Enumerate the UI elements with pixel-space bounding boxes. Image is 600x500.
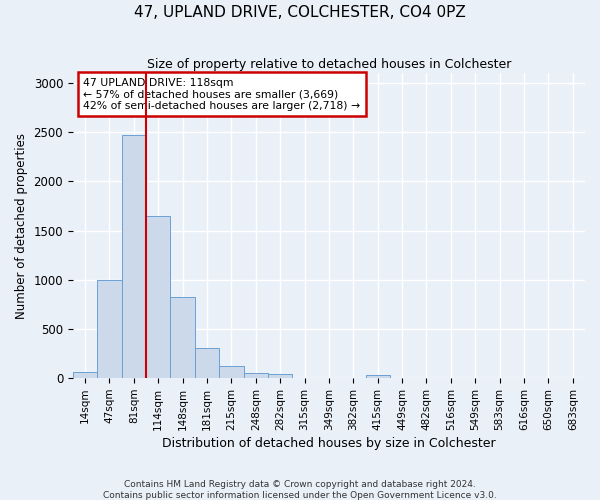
Bar (122, 135, 146, 378)
Bar (73, 372, 97, 378)
Y-axis label: Number of detached properties: Number of detached properties (15, 132, 28, 318)
Bar (365, 376, 390, 378)
Bar (219, 366, 244, 378)
Bar (170, 296, 195, 378)
Bar (146, 216, 170, 378)
Text: 47, UPLAND DRIVE, COLCHESTER, CO4 0PZ: 47, UPLAND DRIVE, COLCHESTER, CO4 0PZ (134, 5, 466, 20)
Bar (195, 348, 219, 378)
Text: Contains HM Land Registry data © Crown copyright and database right 2024.
Contai: Contains HM Land Registry data © Crown c… (103, 480, 497, 500)
X-axis label: Distribution of detached houses by size in Colchester: Distribution of detached houses by size … (162, 437, 496, 450)
Text: 47 UPLAND DRIVE: 118sqm
← 57% of detached houses are smaller (3,669)
42% of semi: 47 UPLAND DRIVE: 118sqm ← 57% of detache… (83, 78, 360, 111)
Bar (97, 280, 122, 378)
Bar (244, 374, 268, 378)
Bar (268, 374, 292, 378)
Title: Size of property relative to detached houses in Colchester: Size of property relative to detached ho… (147, 58, 511, 70)
